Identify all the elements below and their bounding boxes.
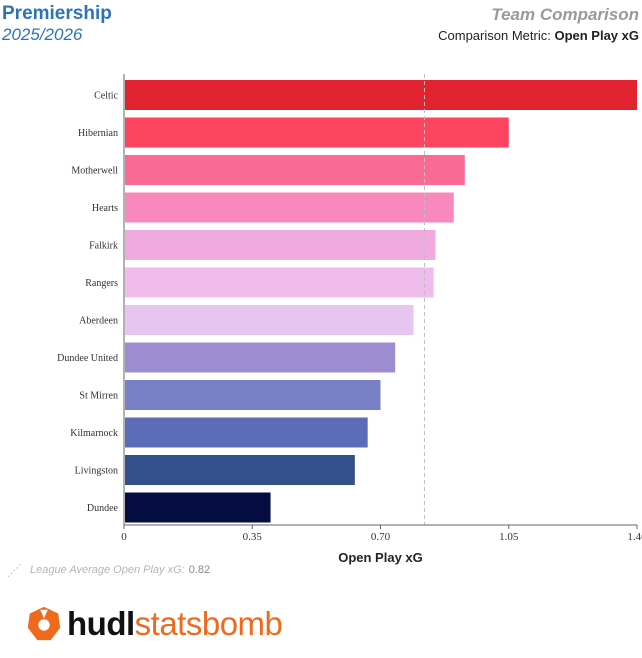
bar-dundee-united (125, 342, 396, 373)
category-label: Livingston (75, 466, 118, 477)
comparison-title: Team Comparison (491, 5, 639, 24)
category-label: Dundee (87, 503, 119, 514)
category-label: Celtic (94, 91, 118, 102)
bar-motherwell (125, 155, 465, 185)
x-ticks: 0 0.35 0.70 1.05 1.40 (121, 525, 642, 543)
metric-label: Comparison Metric: (438, 28, 551, 43)
metric-line: Comparison Metric: Open Play xG (438, 28, 639, 43)
category-label: Aberdeen (79, 316, 118, 327)
bar-celtic (125, 80, 637, 110)
logo-statsbomb-text: statsbomb (134, 605, 283, 642)
x-tick-label: 1.05 (499, 531, 519, 543)
category-label: Falkirk (89, 241, 118, 252)
x-tick-label: 0.35 (243, 531, 263, 543)
category-labels: Celtic Hibernian Motherwell Hearts Falkirk Ra… (57, 91, 118, 515)
bar-falkirk (125, 230, 436, 260)
category-label: Hearts (92, 203, 118, 214)
logo-hudl-text: hudl (67, 605, 135, 642)
league-average-label: League Average Open Play xG: (30, 564, 185, 576)
bar-chart: Celtic Hibernian Motherwell Hearts Falkirk Ra… (57, 74, 642, 565)
category-label: Hibernian (78, 128, 118, 139)
x-tick-label: 1.40 (627, 531, 642, 543)
bar-livingston (125, 455, 355, 485)
bar-hibernian (125, 117, 509, 148)
bar-st-mirren (125, 380, 381, 410)
hudl-statsbomb-logo: hudl statsbomb (25, 602, 283, 646)
statsbomb-logo-icon (27, 606, 61, 641)
bars-layer (125, 80, 637, 523)
bar-dundee (125, 492, 271, 523)
league-average-note: League Average Open Play xG: 0.82 (6, 561, 210, 579)
category-label: Rangers (85, 278, 118, 289)
category-label: Motherwell (71, 166, 118, 177)
x-tick-label: 0.70 (371, 531, 391, 543)
x-tick-label: 0 (121, 531, 127, 543)
category-label: Kilmarnock (70, 428, 118, 439)
metric-value: Open Play xG (554, 28, 639, 43)
bar-hearts (125, 192, 454, 223)
dashed-line-icon (7, 562, 23, 578)
season-label: 2025/2026 (2, 25, 83, 44)
bar-aberdeen (125, 305, 414, 335)
bar-rangers (125, 267, 434, 298)
category-label: Dundee United (57, 353, 118, 364)
bar-kilmarnock (125, 417, 368, 448)
x-axis-title: Open Play xG (338, 550, 423, 565)
category-label: St Mirren (79, 391, 118, 402)
league-average-value: 0.82 (188, 564, 211, 576)
league-title: Premiership (2, 3, 112, 24)
